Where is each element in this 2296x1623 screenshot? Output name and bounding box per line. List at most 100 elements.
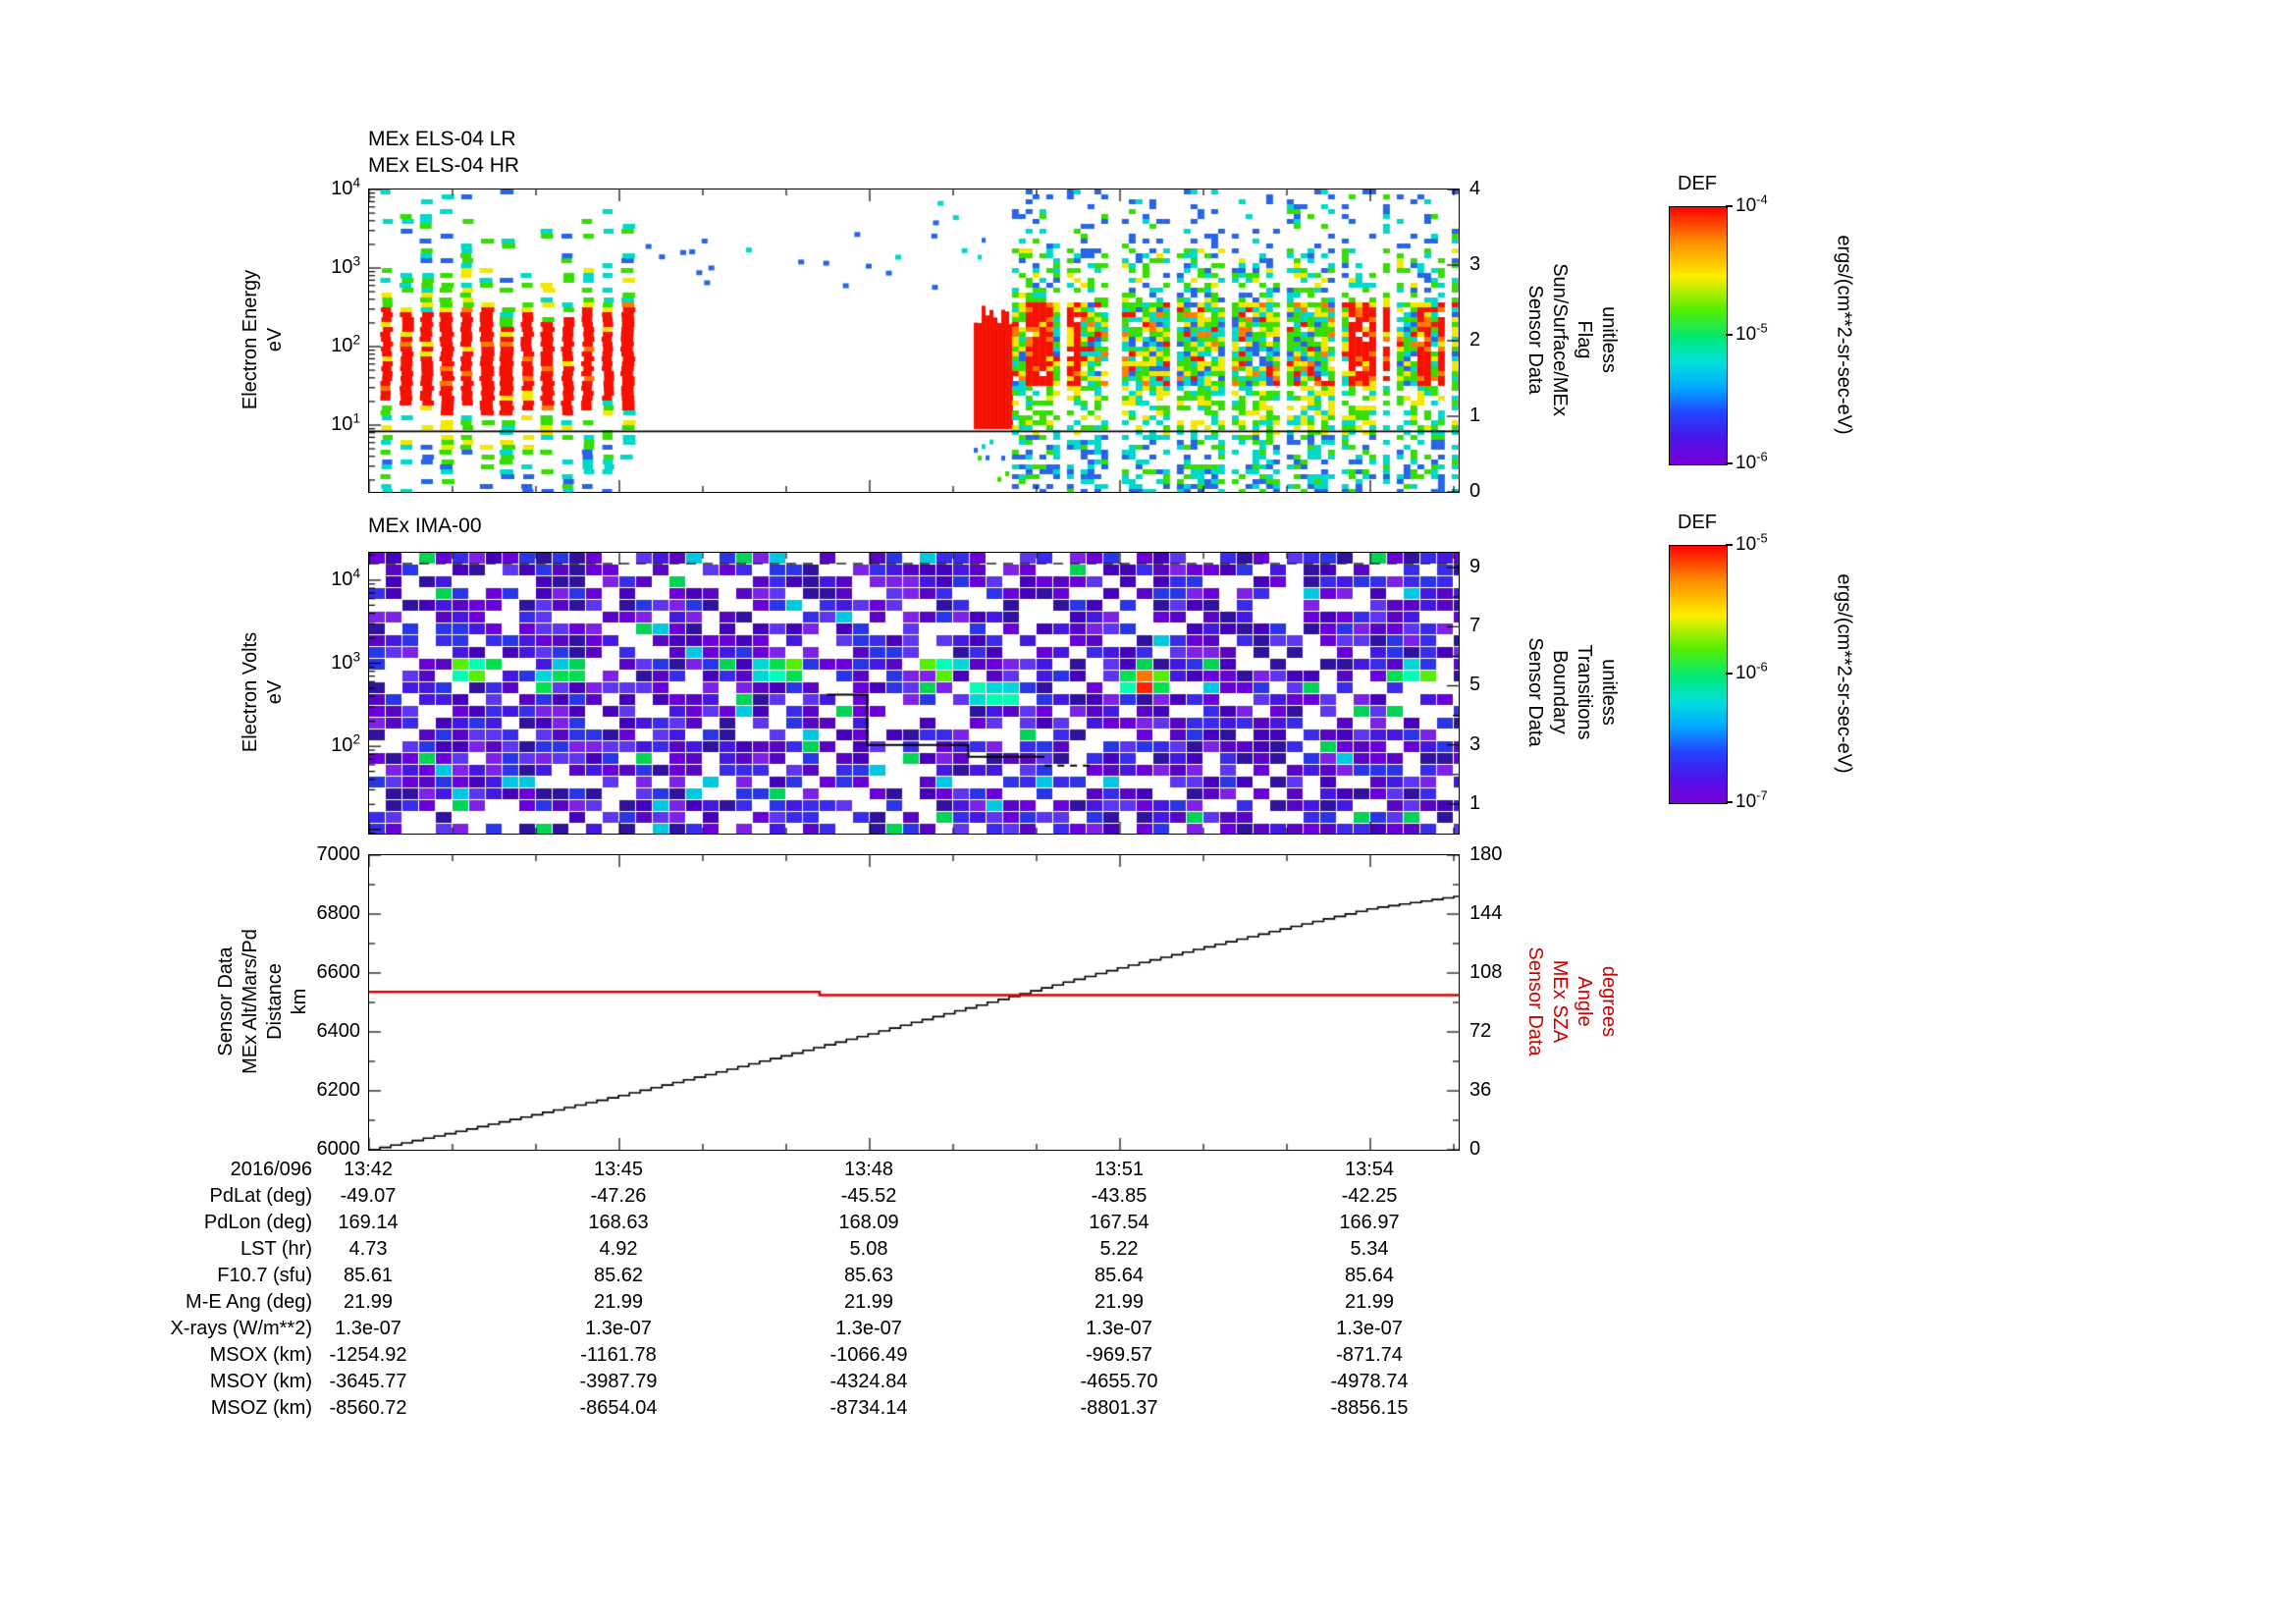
alt-ytick-label: 6400: [316, 1020, 361, 1042]
colorbar: [1669, 206, 1728, 465]
pow-base: 10: [1735, 791, 1757, 812]
pow-base: 10: [331, 413, 353, 435]
els-right-axis-label-line: Sun/Surface/MEx: [1549, 263, 1571, 416]
table-cell: 169.14: [338, 1212, 399, 1233]
pow-base: 10: [331, 734, 353, 757]
els-ytick-label: 101: [250, 410, 360, 436]
ima-ylabel: Electron Volts eV: [239, 632, 288, 752]
els-right-tick-label: 3: [1469, 253, 1481, 275]
ima-right-tick-label: 9: [1469, 556, 1481, 578]
els-title-hr: MEx ELS-04 HR: [368, 154, 520, 177]
alt-ylabel-line: Distance: [264, 963, 286, 1040]
pow-exp: 3: [352, 253, 360, 269]
pow-exp: -4: [1756, 191, 1768, 207]
table-row-label: LST (hr): [240, 1238, 312, 1260]
colorbar-tick-mark: [1726, 205, 1733, 207]
table-cell: 21.99: [1344, 1291, 1395, 1313]
pow-base: 10: [1735, 324, 1757, 345]
colorbar-unit-label-line: ergs/(cm**2-sr-sec-eV): [1833, 573, 1855, 774]
els-right-axis-label-line: unitless: [1598, 306, 1620, 373]
time-tick-label: 13:48: [843, 1159, 894, 1180]
table-cell: -42.25: [1341, 1185, 1398, 1207]
colorbar-tick-label: 10-5: [1735, 530, 1768, 556]
table-cell: -3645.77: [329, 1371, 407, 1392]
pow-exp: 4: [352, 566, 360, 581]
table-cell: 21.99: [843, 1291, 894, 1313]
alt-ytick-label: 6600: [316, 961, 361, 983]
colorbar-tick-mark: [1726, 673, 1733, 675]
table-cell: -4655.70: [1080, 1371, 1158, 1392]
table-row-label: 2016/096: [230, 1159, 312, 1180]
colorbar-tick-mark: [1726, 801, 1733, 803]
els-ytick-label: 104: [250, 176, 360, 200]
table-cell: 4.73: [348, 1238, 388, 1260]
pow-base: 10: [331, 256, 353, 278]
alt-right-tick-label: 0: [1469, 1138, 1481, 1160]
table-cell: -49.07: [340, 1185, 397, 1207]
table-cell: -8560.72: [329, 1397, 407, 1419]
table-cell: -3987.79: [579, 1371, 658, 1392]
colorbar-tick-label: 10-4: [1735, 191, 1768, 217]
pow-base: 10: [331, 651, 353, 674]
colorbar-unit-label-line: ergs/(cm**2-sr-sec-eV): [1833, 235, 1855, 435]
ima-right-axis-label-line: Transitions: [1574, 644, 1595, 740]
pow-base: 10: [331, 568, 353, 590]
table-row-label: F10.7 (sfu): [217, 1265, 312, 1286]
pow-exp: -7: [1756, 787, 1768, 803]
time-tick-label: 13:54: [1344, 1159, 1395, 1180]
table-cell: -8654.04: [579, 1397, 658, 1419]
alt-right-tick-label: 72: [1469, 1020, 1492, 1042]
alt-ylabel-line: km: [289, 988, 310, 1015]
table-cell: -4324.84: [829, 1371, 908, 1392]
pow-exp: -6: [1756, 449, 1768, 464]
ima-right-tick-label: 3: [1469, 732, 1481, 755]
table-cell: 5.22: [1099, 1238, 1139, 1260]
pow-exp: -6: [1756, 659, 1768, 675]
table-cell: -1254.92: [329, 1344, 407, 1366]
colorbar-tick-mark: [1726, 334, 1733, 336]
colorbar-unit-label: ergs/(cm**2-sr-sec-eV): [1832, 235, 1856, 434]
els-ylabel-line: Electron Energy: [240, 269, 261, 410]
ima-right-axis-label: Sensor Data Boundary Transitions unitless: [1522, 637, 1621, 746]
alt-right-axis-label-line: Sensor Data: [1524, 947, 1546, 1056]
table-cell: 1.3e-07: [835, 1318, 902, 1339]
colorbar-tick-mark: [1726, 462, 1733, 464]
els-title-lr: MEx ELS-04 LR: [368, 128, 516, 150]
table-cell: 1.3e-07: [1336, 1318, 1403, 1339]
time-tick-label: 13:45: [593, 1159, 644, 1180]
ima-title: MEx IMA-00: [368, 514, 482, 537]
colorbar-tick-label: 10-5: [1735, 320, 1768, 346]
ima-right-tick-label: 1: [1469, 791, 1481, 814]
alt-right-tick-label: 108: [1469, 961, 1503, 983]
table-cell: 168.09: [838, 1212, 899, 1233]
table-cell: 1.3e-07: [585, 1318, 652, 1339]
alt-right-tick-label: 36: [1469, 1079, 1492, 1101]
pow-exp: -5: [1756, 320, 1768, 336]
table-cell: -871.74: [1336, 1344, 1403, 1366]
colorbar-title: DEF: [1678, 173, 1717, 194]
table-cell: -45.52: [840, 1185, 897, 1207]
table-row-label: MSOY (km): [209, 1371, 312, 1392]
ima-right-tick-label: 5: [1469, 674, 1481, 696]
pow-base: 10: [331, 178, 353, 199]
pow-base: 10: [1735, 663, 1757, 683]
pow-exp: 1: [352, 410, 360, 426]
table-cell: 21.99: [593, 1291, 644, 1313]
els-right-tick-label: 2: [1469, 329, 1481, 351]
pow-exp: 3: [352, 648, 360, 664]
alt-ylabel-line: MEx Alt/Mars/Pd: [240, 929, 261, 1074]
els-ylabel: Electron Energy eV: [239, 270, 288, 409]
table-row-label: X-rays (W/m**2): [170, 1318, 312, 1339]
ima-right-axis-label-line: Boundary: [1549, 650, 1571, 734]
table-cell: 168.63: [588, 1212, 649, 1233]
table-cell: 85.63: [843, 1265, 894, 1286]
table-cell: 4.92: [599, 1238, 638, 1260]
pow-base: 10: [331, 335, 353, 356]
ima-ylabel-line: Electron Volts: [240, 631, 261, 753]
colorbar-tick-mark: [1726, 544, 1733, 546]
colorbar-tick-label: 10-7: [1735, 787, 1768, 813]
pow-exp: -5: [1756, 530, 1768, 546]
table-row-label: M-E Ang (deg): [186, 1291, 312, 1313]
els-spectrogram: [368, 189, 1460, 493]
